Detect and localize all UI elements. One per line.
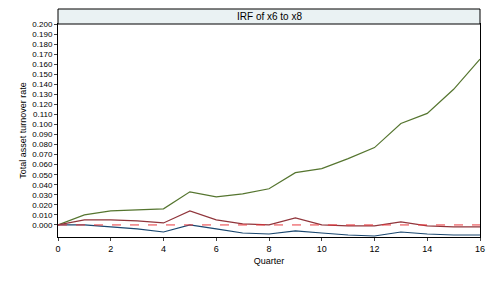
- svg-text:0.060: 0.060: [32, 160, 53, 169]
- svg-text:0.020: 0.020: [32, 201, 53, 210]
- svg-text:0.010: 0.010: [32, 211, 53, 220]
- svg-text:16: 16: [475, 244, 485, 254]
- svg-text:0.100: 0.100: [32, 120, 53, 129]
- svg-text:2: 2: [108, 244, 113, 254]
- svg-text:0.200: 0.200: [32, 20, 53, 29]
- svg-text:0.000: 0.000: [32, 221, 53, 230]
- svg-text:12: 12: [369, 244, 379, 254]
- svg-text:0.080: 0.080: [32, 140, 53, 149]
- svg-text:6: 6: [214, 244, 219, 254]
- svg-text:0.090: 0.090: [32, 130, 53, 139]
- svg-text:0.190: 0.190: [32, 30, 53, 39]
- svg-text:0.110: 0.110: [33, 110, 53, 119]
- svg-text:0.170: 0.170: [32, 50, 53, 59]
- svg-text:0.130: 0.130: [32, 90, 53, 99]
- svg-text:0: 0: [55, 244, 60, 254]
- svg-text:8: 8: [266, 244, 271, 254]
- svg-text:4: 4: [161, 244, 166, 254]
- svg-text:0.120: 0.120: [32, 100, 53, 109]
- svg-text:14: 14: [422, 244, 432, 254]
- svg-text:10: 10: [317, 244, 327, 254]
- svg-text:0.140: 0.140: [32, 80, 53, 89]
- svg-text:0.030: 0.030: [32, 191, 53, 200]
- svg-text:Total asset turnover rate: Total asset turnover rate: [18, 82, 28, 179]
- svg-text:0.150: 0.150: [32, 70, 53, 79]
- svg-text:0.070: 0.070: [32, 150, 53, 159]
- svg-text:Quarter: Quarter: [254, 256, 285, 266]
- svg-text:0.040: 0.040: [32, 181, 53, 190]
- svg-text:0.050: 0.050: [32, 171, 53, 180]
- svg-text:0.160: 0.160: [32, 60, 53, 69]
- svg-text:IRF of x6 to x8: IRF of x6 to x8: [237, 11, 302, 22]
- svg-text:0.180: 0.180: [32, 40, 53, 49]
